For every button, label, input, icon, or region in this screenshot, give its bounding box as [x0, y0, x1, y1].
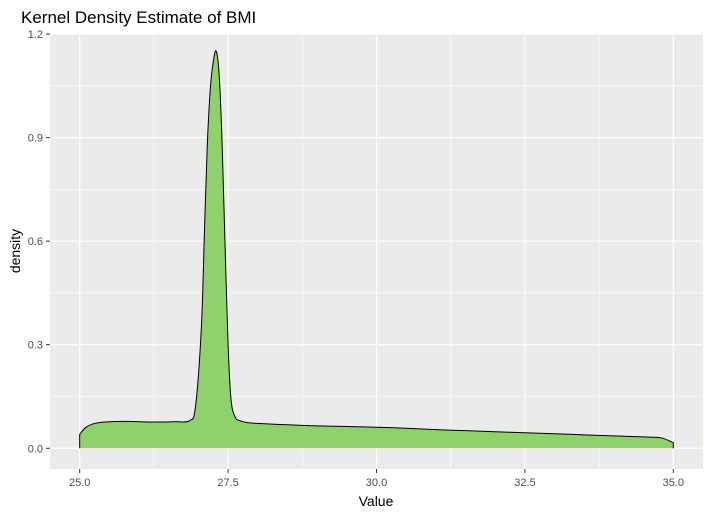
- y-tick-label: 0.6: [28, 236, 43, 248]
- x-tick-label: 25.0: [69, 477, 90, 489]
- x-tick-label: 35.0: [663, 477, 684, 489]
- y-tick-label: 0.3: [28, 340, 43, 352]
- x-tick-label: 30.0: [366, 477, 387, 489]
- y-tick-label: 1.2: [28, 29, 43, 41]
- density-area-layer: [79, 50, 674, 449]
- y-axis-title: density: [7, 229, 23, 273]
- x-tick-label: 27.5: [217, 477, 238, 489]
- y-axis-ticks: 0.0 0.3 0.6 0.9 1.2: [28, 29, 50, 455]
- x-tick-label: 32.5: [514, 477, 535, 489]
- y-tick-label: 0.0: [28, 443, 43, 455]
- x-axis-title: Value: [359, 493, 394, 509]
- chart-title: Kernel Density Estimate of BMI: [21, 8, 256, 27]
- x-axis-ticks: 25.0 27.5 30.0 32.5 35.0: [69, 469, 684, 489]
- y-tick-label: 0.9: [28, 133, 43, 145]
- density-outline: [79, 50, 674, 449]
